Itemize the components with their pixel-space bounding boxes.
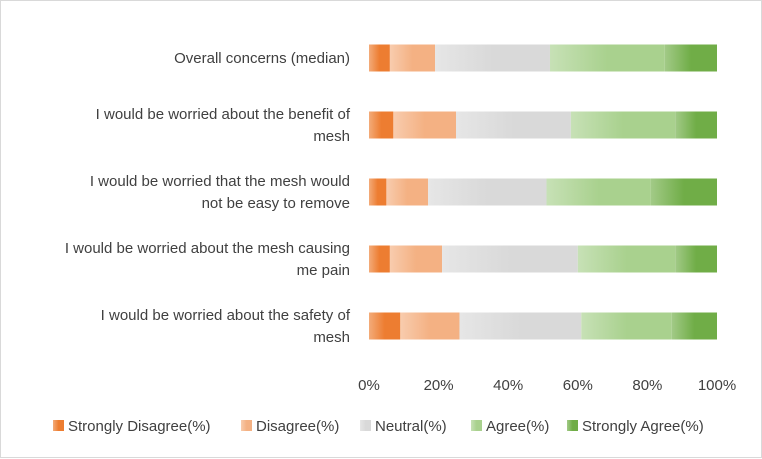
x-axis: 0% 20% 40% 60% 80% 100% bbox=[358, 377, 736, 394]
category-labels: Overall concerns (median) I would be worr… bbox=[65, 50, 351, 346]
category-label-row-3-line-2: not be easy to remove bbox=[202, 195, 350, 212]
x-tick-label-0pct: 0% bbox=[358, 377, 380, 394]
category-label-row-4-line-2: me pain bbox=[297, 262, 350, 279]
category-label-row-5-line-1: I would be worried about the safety of bbox=[101, 307, 351, 324]
legend-label-neutral: Neutral(%) bbox=[375, 418, 447, 435]
legend-swatch-strongly-agree bbox=[567, 420, 578, 431]
bar-strongly-agree-row-5 bbox=[671, 312, 717, 340]
bar-neutral-row-4 bbox=[442, 245, 578, 273]
bar-neutral-row-1 bbox=[435, 44, 550, 72]
bar-agree-row-1 bbox=[549, 44, 665, 72]
category-label-row-1-line-1: Overall concerns (median) bbox=[174, 50, 350, 67]
bar-strongly-disagree-row-5 bbox=[369, 312, 401, 340]
x-tick-label-100pct: 100% bbox=[698, 377, 736, 394]
bar-agree-row-4 bbox=[577, 245, 676, 273]
bar-strongly-disagree-row-4 bbox=[369, 245, 390, 273]
legend-label-agree: Agree(%) bbox=[486, 418, 549, 435]
bar-agree-row-2 bbox=[570, 111, 676, 139]
category-label-row-2-line-1: I would be worried about the benefit of bbox=[96, 106, 351, 123]
bar-strongly-agree-row-1 bbox=[664, 44, 717, 72]
bar-agree-row-3 bbox=[546, 178, 651, 206]
bar-disagree-row-4 bbox=[389, 245, 443, 273]
legend-label-strongly-disagree: Strongly Disagree(%) bbox=[68, 418, 211, 435]
category-label-row-2-line-2: mesh bbox=[313, 128, 350, 145]
legend-label-strongly-agree: Strongly Agree(%) bbox=[582, 418, 704, 435]
category-label-row-4-line-1: I would be worried about the mesh causin… bbox=[65, 240, 350, 257]
bar-neutral-row-5 bbox=[459, 312, 582, 340]
bar-neutral-row-2 bbox=[456, 111, 571, 139]
bar-strongly-disagree-row-1 bbox=[369, 44, 390, 72]
legend-swatch-agree bbox=[471, 420, 482, 431]
x-tick-label-40pct: 40% bbox=[493, 377, 523, 394]
bar-strongly-disagree-row-2 bbox=[369, 111, 394, 139]
bar-strongly-agree-row-2 bbox=[675, 111, 717, 139]
bar-disagree-row-1 bbox=[389, 44, 436, 72]
bar-disagree-row-2 bbox=[393, 111, 456, 139]
legend: Strongly Disagree(%) Disagree(%) Neutral(%… bbox=[53, 418, 704, 435]
bar-disagree-row-3 bbox=[386, 178, 429, 206]
bars-layer bbox=[369, 44, 717, 340]
legend-swatch-strongly-disagree bbox=[53, 420, 64, 431]
bar-strongly-agree-row-3 bbox=[650, 178, 717, 206]
category-label-row-3-line-1: I would be worried that the mesh would bbox=[90, 173, 350, 190]
bar-strongly-disagree-row-3 bbox=[369, 178, 387, 206]
x-tick-label-80pct: 80% bbox=[632, 377, 662, 394]
legend-swatch-disagree bbox=[241, 420, 252, 431]
x-tick-label-60pct: 60% bbox=[563, 377, 593, 394]
x-tick-label-20pct: 20% bbox=[424, 377, 454, 394]
legend-swatch-neutral bbox=[360, 420, 371, 431]
bar-disagree-row-5 bbox=[400, 312, 460, 340]
bar-agree-row-5 bbox=[581, 312, 672, 340]
bar-neutral-row-3 bbox=[428, 178, 547, 206]
legend-label-disagree: Disagree(%) bbox=[256, 418, 339, 435]
category-label-row-5-line-2: mesh bbox=[313, 329, 350, 346]
bar-strongly-agree-row-4 bbox=[675, 245, 717, 273]
